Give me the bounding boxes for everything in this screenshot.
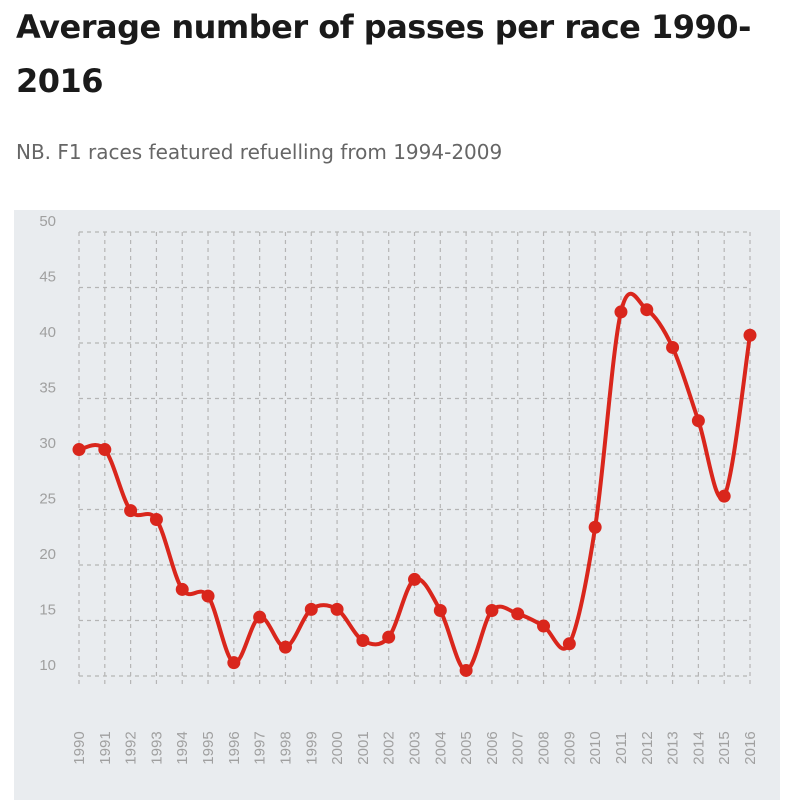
y-tick-label: 40 [39,324,56,341]
x-tick-label: 1991 [97,731,114,764]
data-points [72,303,757,677]
data-point [743,328,757,342]
x-tick-label: 1992 [123,731,140,764]
data-point [149,512,163,526]
x-tick-label: 2007 [510,731,527,764]
x-tick-label: 2008 [536,731,553,764]
x-tick-label: 2014 [690,731,707,764]
y-tick-label: 10 [39,657,56,674]
y-tick-label: 30 [39,435,56,452]
x-tick-label: 2004 [432,731,449,764]
x-tick-label: 2012 [639,731,656,764]
x-tick-label: 1997 [252,731,269,764]
grid [78,231,751,686]
x-axis-labels: 1990 1991 1992 1993 1994 1995 1996 1997 1998 1999… [71,731,759,764]
chart-title: Average number of passes per race 1990-2… [16,8,751,100]
y-tick-label: 15 [39,602,56,619]
y-tick-label: 35 [39,380,56,397]
x-tick-label: 2016 [742,731,759,764]
y-tick-label: 20 [39,546,56,563]
x-tick-label: 1994 [174,731,191,764]
data-point [614,305,628,319]
data-point [588,520,602,534]
data-point [433,604,447,618]
x-tick-label: 2001 [355,731,372,764]
x-tick-label: 2015 [716,731,733,764]
data-point [304,602,318,616]
data-point [459,663,473,677]
data-point [330,602,344,616]
x-tick-label: 1993 [148,731,165,764]
data-point [537,619,551,633]
chart-subtitle: NB. F1 races featured refuelling from 19… [16,140,503,164]
data-point [356,633,370,647]
data-point [691,414,705,428]
data-point [562,637,576,651]
x-tick-label: 1990 [71,731,88,764]
data-point [175,582,189,596]
x-tick-label: 2006 [484,731,501,764]
y-tick-label: 45 [39,269,56,286]
data-point [717,489,731,503]
x-tick-label: 2000 [329,731,346,764]
data-point [408,572,421,586]
data-point [666,340,680,354]
x-tick-label: 2003 [407,731,424,764]
x-tick-label: 1995 [200,731,217,764]
data-point [640,303,654,317]
data-point [485,604,499,618]
data-point [72,443,86,457]
x-tick-label: 2011 [613,732,630,764]
data-point [201,589,215,603]
x-tick-label: 1996 [226,731,243,764]
x-tick-label: 2009 [561,731,578,764]
data-point [382,630,396,644]
data-point [124,504,138,518]
x-tick-label: 2013 [665,731,682,764]
x-tick-label: 2005 [458,731,475,764]
x-tick-label: 1999 [303,731,320,764]
y-axis-labels: 10 15 20 25 30 35 40 45 50 [39,213,56,674]
data-point [278,640,292,654]
x-tick-label: 2002 [381,731,398,764]
data-point [98,443,112,457]
y-tick-label: 50 [39,213,56,230]
x-tick-label: 1998 [277,731,294,764]
data-point [227,656,241,670]
data-point [253,610,267,624]
y-tick-label: 25 [39,491,56,508]
data-point [511,607,525,621]
x-tick-label: 2010 [587,731,604,764]
